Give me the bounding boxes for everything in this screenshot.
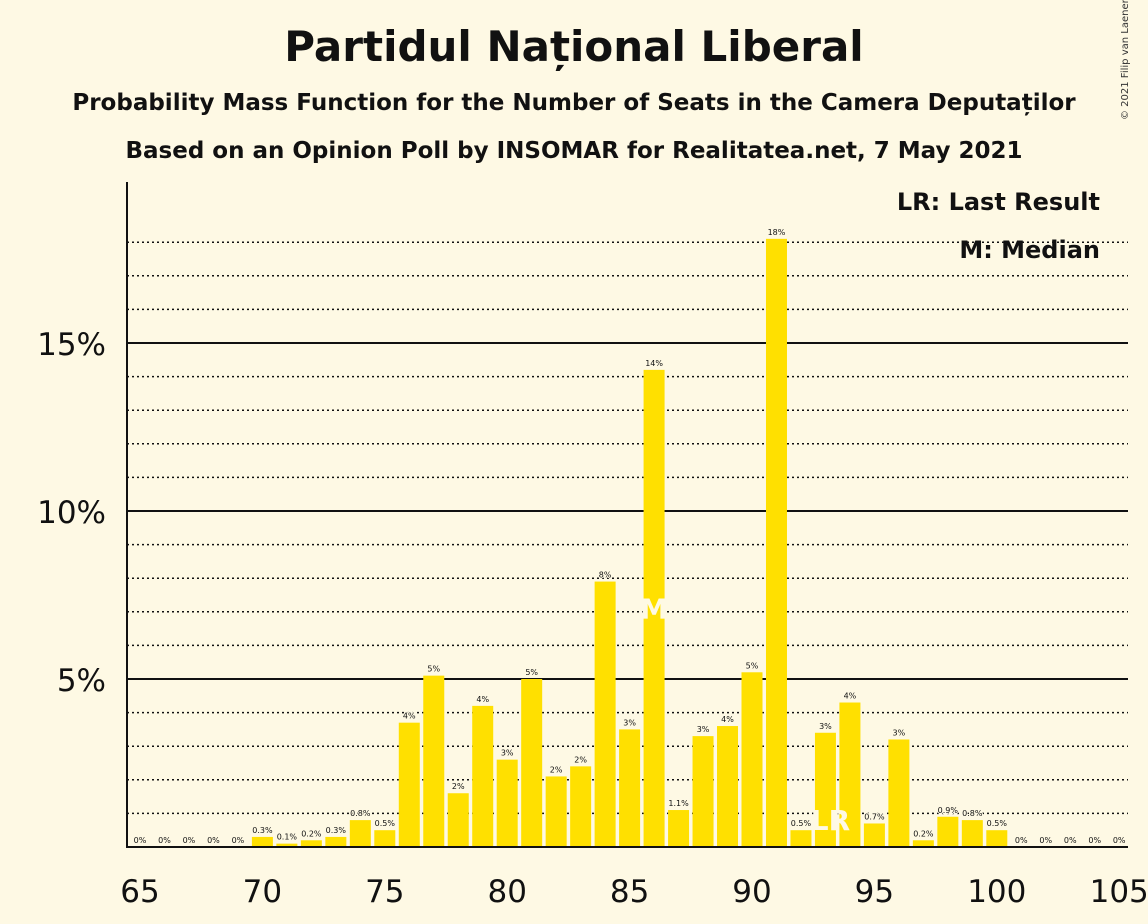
label-layer: 0% 0% 0% 0% 0%0.3%0.1% 0.2% 0.3%0.8%0.5%4%5%2%…: [133, 227, 1127, 846]
bar-seat-78: [447, 793, 469, 847]
data-label: 4%: [844, 692, 857, 701]
bar-seat-73: [325, 836, 347, 847]
data-label: 2%: [574, 755, 587, 764]
data-label: 0%: [1064, 836, 1077, 845]
bar-seat-100: [986, 830, 1008, 847]
bar-seat-95: [863, 823, 885, 847]
bar-seat-87: [668, 810, 690, 847]
data-label: 0.5%: [791, 819, 812, 828]
x-tick-label: 65: [120, 874, 159, 910]
bar-layer: [251, 238, 1008, 848]
data-label: 0.2%: [913, 829, 934, 838]
chart-subtitle: Probability Mass Function for the Number…: [72, 90, 1076, 116]
data-label: 0.5%: [987, 819, 1008, 828]
data-label: 3%: [501, 749, 514, 758]
x-tick-label: 85: [610, 874, 649, 910]
bar-seat-71: [276, 843, 298, 847]
data-label: 0%: [134, 836, 147, 845]
x-tick-label: 90: [732, 874, 771, 910]
legend-last-result: LR: Last Result: [897, 188, 1100, 216]
bar-seat-80: [496, 759, 518, 847]
bar-seat-79: [472, 705, 494, 847]
bar-seat-81: [521, 679, 543, 847]
data-label: 0.1%: [277, 833, 298, 842]
x-tick-label: 105: [1090, 874, 1148, 910]
bar-seat-76: [398, 722, 420, 847]
data-label: 0.5%: [375, 819, 396, 828]
x-tick-label: 100: [967, 874, 1026, 910]
x-tick-label: 75: [365, 874, 404, 910]
data-label: 5%: [746, 661, 759, 670]
data-label: 0.7%: [864, 812, 885, 821]
median-marker: M: [640, 592, 668, 625]
y-tick-label: 15%: [37, 327, 106, 363]
data-label: 8%: [599, 571, 612, 580]
x-tick-label: 95: [855, 874, 894, 910]
data-label: 0.9%: [938, 806, 959, 815]
bar-seat-88: [692, 736, 714, 847]
chart-source: Based on an Opinion Poll by INSOMAR for …: [125, 138, 1023, 164]
bar-seat-72: [300, 840, 322, 847]
bar-seat-84: [594, 581, 616, 847]
bar-seat-97: [912, 840, 934, 847]
bar-seat-99: [961, 820, 983, 847]
data-label: 0%: [232, 836, 245, 845]
bar-seat-94: [839, 702, 861, 847]
data-label: 0.8%: [350, 809, 371, 818]
y-tick-label: 10%: [37, 495, 106, 531]
data-label: 0.3%: [252, 826, 273, 835]
x-tick-label: 70: [243, 874, 282, 910]
bar-seat-89: [717, 726, 739, 847]
data-label: 0.3%: [326, 826, 347, 835]
data-label: 0%: [1015, 836, 1028, 845]
bar-seat-83: [570, 766, 592, 847]
bar-seat-70: [251, 836, 273, 847]
axis-layer: 65 70 75 80 85 90 95 100 105 5% 10% 15%: [37, 182, 1148, 910]
bar-seat-92: [790, 830, 812, 847]
bar-seat-74: [349, 820, 371, 847]
data-label: 5%: [525, 668, 538, 677]
data-label: 3%: [893, 728, 906, 737]
y-tick-label: 5%: [57, 663, 106, 699]
bar-seat-85: [619, 729, 641, 847]
data-label: 2%: [550, 765, 563, 774]
data-label: 14%: [645, 359, 663, 368]
data-label: 0%: [1088, 836, 1101, 845]
bar-seat-91: [765, 238, 787, 848]
bar-seat-96: [888, 739, 910, 847]
bar-seat-82: [545, 776, 567, 847]
bar-seat-86: [643, 369, 665, 847]
bar-seat-75: [374, 830, 396, 847]
data-label: 1.1%: [668, 799, 689, 808]
chart-title: Partidul Național Liberal: [284, 22, 864, 71]
data-label: 18%: [768, 228, 786, 237]
data-label: 2%: [452, 782, 465, 791]
data-label: 0.8%: [962, 809, 983, 818]
last-result-marker: LR: [811, 804, 850, 837]
data-label: 0%: [1039, 836, 1052, 845]
legend-median: M: Median: [959, 236, 1100, 264]
x-tick-label: 80: [487, 874, 526, 910]
data-label: 4%: [403, 712, 416, 721]
bar-seat-77: [423, 675, 445, 847]
data-label: 0%: [158, 836, 171, 845]
grid-layer: [127, 241, 1128, 815]
data-label: 4%: [721, 715, 734, 724]
data-label: 4%: [476, 695, 489, 704]
data-label: 0.2%: [301, 829, 322, 838]
data-label: 5%: [427, 665, 440, 674]
legend: LR: Last Result M: Median: [897, 188, 1100, 264]
data-label: 0%: [1113, 836, 1126, 845]
bar-seat-93: [814, 732, 836, 847]
data-label: 3%: [623, 718, 636, 727]
data-label: 3%: [697, 725, 710, 734]
bar-seat-90: [741, 672, 763, 847]
data-label: 0%: [183, 836, 196, 845]
bar-seat-98: [937, 816, 959, 847]
data-label: 0%: [207, 836, 220, 845]
data-label: 3%: [819, 722, 832, 731]
